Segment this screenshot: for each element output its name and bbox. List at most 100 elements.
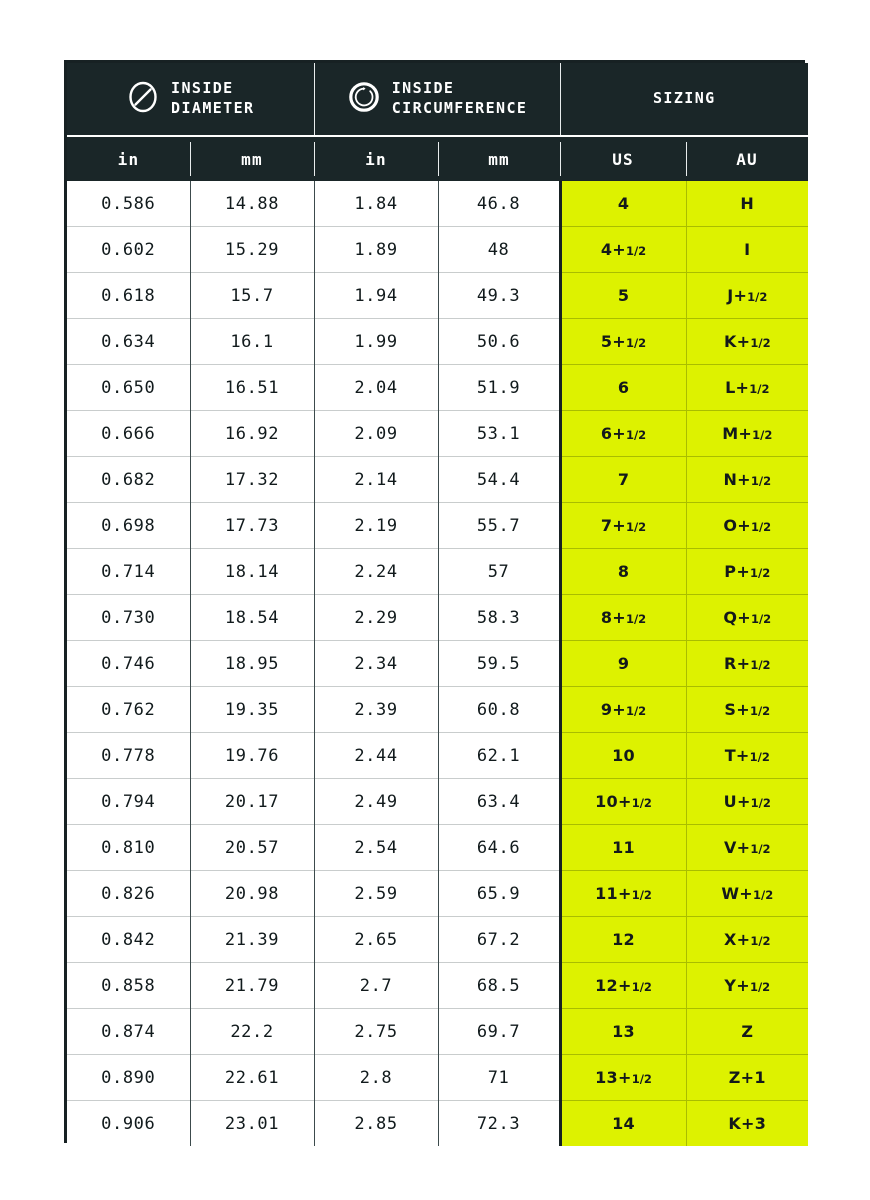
cell-circumference-mm: 59.5 — [437, 640, 561, 687]
cell-au-size: X+1/2 — [685, 916, 809, 963]
size-fraction: 1/2 — [631, 888, 652, 902]
table-row: 0.714 18.14 2.24 57 8 P+1/2 — [67, 548, 809, 595]
cell-circumference-mm: 72.3 — [437, 1100, 561, 1146]
table-row: 0.746 18.95 2.34 59.5 9 R+1/2 — [67, 640, 809, 687]
size-value: 12+ — [595, 976, 632, 995]
table-row: 0.826 20.98 2.59 65.9 11+1/2 W+1/2 — [67, 870, 809, 917]
cell-circumference-mm: 50.6 — [437, 318, 561, 365]
table-row: 0.698 17.73 2.19 55.7 7+1/2 O+1/2 — [67, 502, 809, 549]
cell-circumference-mm: 49.3 — [437, 272, 561, 319]
column-header-circumference-in: in — [314, 136, 439, 181]
cell-circumference-in: 2.49 — [313, 778, 439, 825]
size-fraction: 1/2 — [625, 612, 647, 626]
cell-us-size: 12+1/2 — [558, 962, 687, 1009]
size-value: 11 — [612, 838, 635, 857]
cell-diameter-in: 0.714 — [67, 548, 190, 595]
cell-circumference-in: 2.34 — [313, 640, 439, 687]
cell-diameter-in: 0.730 — [67, 594, 190, 641]
size-value: 12 — [612, 930, 635, 949]
cell-au-size: Z — [685, 1008, 809, 1055]
size-fraction: 1/2 — [625, 704, 647, 718]
cell-circumference-mm: 64.6 — [437, 824, 561, 871]
group-header-inside-diameter-label: INSIDE DIAMETER — [171, 79, 255, 117]
cell-diameter-in: 0.666 — [67, 410, 190, 457]
group-header-sizing: SIZING — [559, 63, 809, 137]
cell-diameter-in: 0.826 — [67, 870, 190, 917]
cell-circumference-in: 2.85 — [313, 1100, 439, 1146]
cell-diameter-in: 0.778 — [67, 732, 190, 779]
group-header-inside-circumference-label: INSIDE CIRCUMFERENCE — [391, 79, 528, 117]
size-value: 13 — [612, 1022, 635, 1041]
size-fraction: 1/2 — [631, 796, 652, 810]
size-value: 6+ — [600, 424, 626, 443]
cell-diameter-mm: 22.61 — [189, 1054, 315, 1101]
size-fraction: 1/2 — [625, 336, 647, 350]
cell-circumference-mm: 57 — [437, 548, 561, 595]
ring-size-chart: INSIDE DIAMETER INSIDE CIRCUMFERENCE — [64, 60, 809, 1146]
cell-au-size: U+1/2 — [685, 778, 809, 825]
size-value: 5+ — [600, 332, 626, 351]
size-value: T+ — [724, 746, 750, 765]
size-value: 5 — [617, 286, 630, 305]
cell-us-size: 12 — [558, 916, 687, 963]
cell-circumference-in: 2.39 — [313, 686, 439, 733]
size-value: 10 — [612, 746, 635, 765]
cell-diameter-in: 0.762 — [67, 686, 190, 733]
cell-circumference-mm: 58.3 — [437, 594, 561, 641]
cell-au-size: O+1/2 — [685, 502, 809, 549]
column-header-diameter-in: in — [67, 136, 190, 181]
cell-us-size: 13+1/2 — [558, 1054, 687, 1101]
cell-circumference-in: 2.14 — [313, 456, 439, 503]
size-fraction: 1/2 — [749, 704, 771, 718]
cell-diameter-mm: 20.17 — [189, 778, 315, 825]
table-row: 0.890 22.61 2.8 71 13+1/2 Z+1 — [67, 1054, 809, 1101]
size-fraction: 1/2 — [747, 290, 768, 304]
cell-us-size: 10 — [558, 732, 687, 779]
cell-circumference-mm: 55.7 — [437, 502, 561, 549]
cell-circumference-in: 2.44 — [313, 732, 439, 779]
size-fraction: 1/2 — [750, 566, 771, 580]
cell-au-size: V+1/2 — [685, 824, 809, 871]
cell-circumference-in: 1.89 — [313, 226, 439, 273]
cell-us-size: 14 — [558, 1100, 687, 1146]
size-fraction: 1/2 — [750, 336, 771, 350]
size-value: Q+ — [723, 608, 751, 627]
column-header-au: AU — [686, 136, 809, 181]
cell-diameter-in: 0.650 — [67, 364, 190, 411]
cell-diameter-mm: 23.01 — [189, 1100, 315, 1146]
size-value: 11+ — [595, 884, 632, 903]
cell-circumference-mm: 54.4 — [437, 456, 561, 503]
cell-diameter-mm: 14.88 — [189, 181, 315, 227]
cell-diameter-in: 0.890 — [67, 1054, 190, 1101]
cell-circumference-in: 1.99 — [313, 318, 439, 365]
size-value: W+ — [721, 884, 753, 903]
table-row: 0.762 19.35 2.39 60.8 9+1/2 S+1/2 — [67, 686, 809, 733]
cell-circumference-in: 2.59 — [313, 870, 439, 917]
cell-circumference-mm: 63.4 — [437, 778, 561, 825]
cell-au-size: K+3 — [685, 1100, 809, 1146]
cell-us-size: 7 — [558, 456, 687, 503]
size-value: N+ — [723, 470, 751, 489]
size-value: H — [740, 194, 755, 213]
size-value: 6 — [617, 378, 630, 397]
size-value: 4+ — [600, 240, 626, 259]
size-value: P+ — [724, 562, 751, 581]
cell-circumference-mm: 51.9 — [437, 364, 561, 411]
cell-circumference-in: 2.24 — [313, 548, 439, 595]
cell-circumference-mm: 46.8 — [437, 181, 561, 227]
cell-au-size: S+1/2 — [685, 686, 809, 733]
cell-circumference-in: 2.04 — [313, 364, 439, 411]
cell-au-size: T+1/2 — [685, 732, 809, 779]
cell-us-size: 13 — [558, 1008, 687, 1055]
cell-au-size: M+1/2 — [685, 410, 809, 457]
size-value: Y+ — [724, 976, 750, 995]
group-header-sizing-label: SIZING — [652, 89, 716, 108]
cell-us-size: 5 — [558, 272, 687, 319]
size-value: 10+ — [595, 792, 632, 811]
cell-us-size: 11 — [558, 824, 687, 871]
cell-diameter-in: 0.586 — [67, 181, 190, 227]
table-row: 0.602 15.29 1.89 48 4+1/2 I — [67, 226, 809, 273]
size-fraction: 1/2 — [750, 842, 771, 856]
cell-diameter-mm: 21.39 — [189, 916, 315, 963]
size-value: Z — [741, 1022, 754, 1041]
